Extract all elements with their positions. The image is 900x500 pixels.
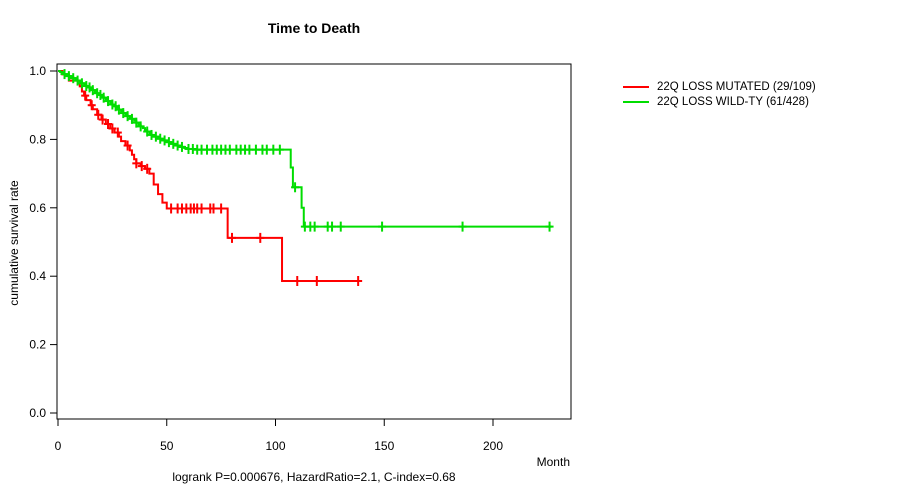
legend: 22Q LOSS MUTATED (29/109) 22Q LOSS WILD-T… <box>623 79 816 109</box>
y-tick-label: 0.0 <box>29 406 46 420</box>
x-tick-label: 50 <box>160 439 174 453</box>
legend-label: 22Q LOSS MUTATED (29/109) <box>657 80 816 93</box>
legend-line-swatch <box>623 100 649 103</box>
x-tick-label: 150 <box>374 439 394 453</box>
legend-item-wildtype: 22Q LOSS WILD-TY (61/428) <box>623 94 816 109</box>
y-tick-label: 1.0 <box>29 64 46 78</box>
y-tick-label: 0.8 <box>29 132 46 146</box>
legend-label: 22Q LOSS WILD-TY (61/428) <box>657 95 809 108</box>
logrank-annotation: logrank P=0.000676, HazardRatio=2.1, C-i… <box>172 470 456 484</box>
x-axis-title: Month <box>536 455 570 469</box>
plot-frame <box>56 63 572 420</box>
y-tick-label: 0.2 <box>29 338 46 352</box>
x-tick-label: 200 <box>483 439 503 453</box>
legend-item-mutated: 22Q LOSS MUTATED (29/109) <box>623 79 816 94</box>
x-tick-label: 0 <box>55 439 62 453</box>
y-tick-label: 0.4 <box>29 269 46 283</box>
x-tick-label: 100 <box>265 439 285 453</box>
legend-line-swatch <box>623 85 649 88</box>
y-tick-label: 0.6 <box>29 201 46 215</box>
survival-curve-wildtype <box>58 70 552 228</box>
chart-title: Time to Death <box>267 20 361 36</box>
